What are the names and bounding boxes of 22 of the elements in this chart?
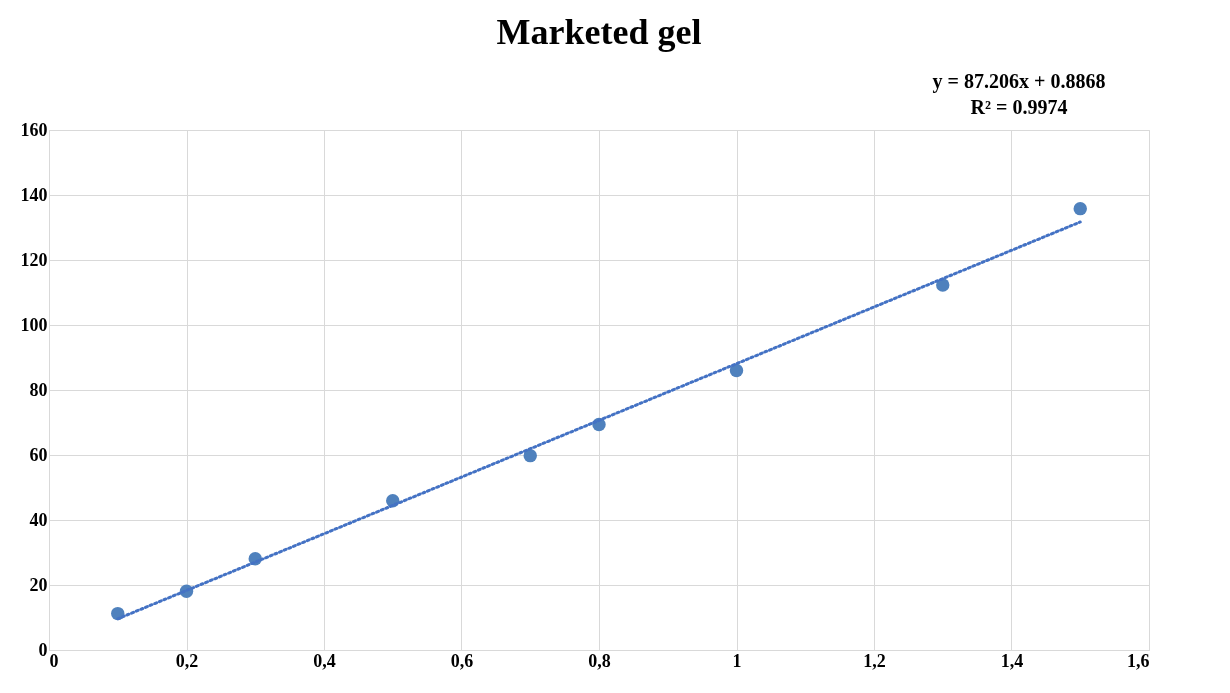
x-tick-label: 1 (732, 650, 742, 671)
y-tick-label: 100 (20, 314, 48, 335)
x-tick-label: 1,6 (1127, 650, 1150, 671)
y-tick-label: 60 (29, 444, 48, 465)
y-tick-label: 160 (20, 119, 48, 140)
x-tick-label: 0,8 (588, 650, 611, 671)
x-tick-label: 0,4 (313, 650, 336, 671)
x-tick-label: 0,6 (450, 650, 474, 671)
x-tick-label: 1,2 (863, 650, 886, 671)
point (523, 448, 537, 463)
chart-title: Marketed gel (496, 12, 702, 52)
x-tick-label: 1,4 (1000, 650, 1024, 671)
x-tick-label: 0,2 (175, 650, 199, 671)
y-tick-label: 40 (29, 509, 48, 530)
y-tick-label: 140 (20, 184, 48, 205)
y-tick-label: 80 (29, 379, 48, 400)
y-tick-label: 20 (29, 574, 48, 595)
y-tick-label: 120 (20, 249, 48, 270)
text: R² = 0.9974 (970, 96, 1068, 118)
point (729, 363, 744, 378)
point (1073, 201, 1087, 216)
text: y = 87.206x + 0.8868 (932, 70, 1106, 93)
